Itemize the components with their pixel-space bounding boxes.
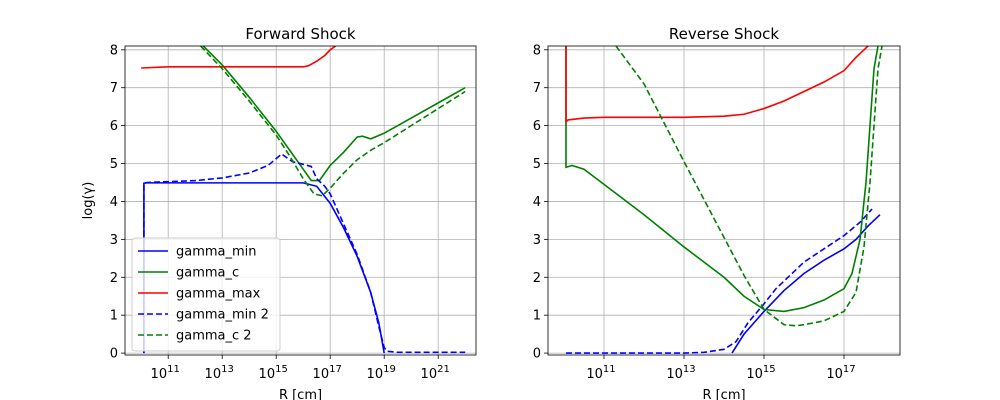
legend-label-1: gamma_c [176,266,239,281]
x-tick-label: 1015 [746,364,775,382]
x-axis-label: R [cm] [279,388,322,400]
chart-panel-0: 1011 1013 1015 1017 1019 1021012345678Forward… [81,25,477,400]
x-tick-base: 10 [421,367,438,382]
x-tick-exponent: 11 [167,364,180,375]
legend-box [131,237,281,352]
y-tick-label: 8 [533,43,541,58]
y-tick-label: 0 [533,347,541,362]
x-tick-exponent: 11 [603,364,616,375]
series-line-0-2 [141,46,337,69]
x-tick-base: 10 [313,367,330,382]
x-tick-exponent: 17 [329,364,342,375]
x-tick-exponent: 19 [383,364,396,375]
legend-label-2: gamma_max [176,287,261,302]
x-tick-exponent: 15 [763,364,776,375]
x-tick-label: 1019 [367,364,396,382]
plot-frame [124,45,477,356]
y-tick-label: 4 [110,195,118,210]
x-tick-label: 1021 [421,364,450,382]
x-tick-base: 10 [367,367,384,382]
x-tick-base: 10 [746,367,763,382]
y-tick-label: 8 [110,43,118,58]
x-tick-base: 10 [826,367,843,382]
x-tick-label: 1011 [586,364,615,382]
y-tick-label: 5 [110,157,118,172]
y-tick-label: 3 [533,233,541,248]
y-tick-label: 6 [533,119,541,134]
x-tick-exponent: 13 [221,364,234,375]
y-tick-label: 2 [533,271,541,286]
y-tick-label: 1 [533,309,541,324]
series-line-0-1 [202,46,466,182]
y-tick-label: 7 [110,81,118,96]
legend: gamma_min gamma_c gamma_max gamma_min 2 gamm… [131,237,281,352]
series-line-1-3 [566,208,873,354]
x-tick-base: 10 [586,367,603,382]
series-line-1-4 [615,46,883,327]
x-tick-label: 1013 [205,364,234,382]
x-tick-label: 1017 [826,364,855,382]
y-axis-label: log(γ) [81,182,96,220]
x-tick-exponent: 21 [437,364,450,375]
x-tick-label: 1017 [313,364,342,382]
x-tick-exponent: 13 [683,364,696,375]
series-line-0-3 [143,153,466,354]
y-tick-label: 6 [110,119,118,134]
series-line-1-2 [565,46,869,124]
x-tick-exponent: 17 [843,364,856,375]
x-tick-base: 10 [259,367,276,382]
plot-frame [547,45,901,356]
series-line-1-1 [565,46,879,313]
y-tick-label: 2 [110,271,118,286]
x-tick-label: 1015 [259,364,288,382]
x-tick-base: 10 [666,367,683,382]
chart-title: Forward Shock [245,25,356,43]
y-tick-label: 3 [110,233,118,248]
legend-label-4: gamma_c 2 [176,329,252,344]
x-tick-base: 10 [151,367,168,382]
x-tick-label: 1011 [151,364,180,382]
y-tick-label: 7 [533,81,541,96]
chart-title: Reverse Shock [669,25,780,43]
x-tick-label: 1013 [666,364,695,382]
series-line-0-4 [200,46,466,197]
series-line-1-0 [731,214,881,354]
x-tick-exponent: 15 [275,364,288,375]
legend-label-3: gamma_min 2 [176,308,269,323]
y-tick-label: 5 [533,157,541,172]
y-tick-label: 1 [110,309,118,324]
y-tick-label: 4 [533,195,541,210]
legend-label-0: gamma_min [176,245,257,260]
x-axis-label: R [cm] [702,388,745,400]
y-tick-label: 0 [110,347,118,362]
x-tick-base: 10 [205,367,222,382]
